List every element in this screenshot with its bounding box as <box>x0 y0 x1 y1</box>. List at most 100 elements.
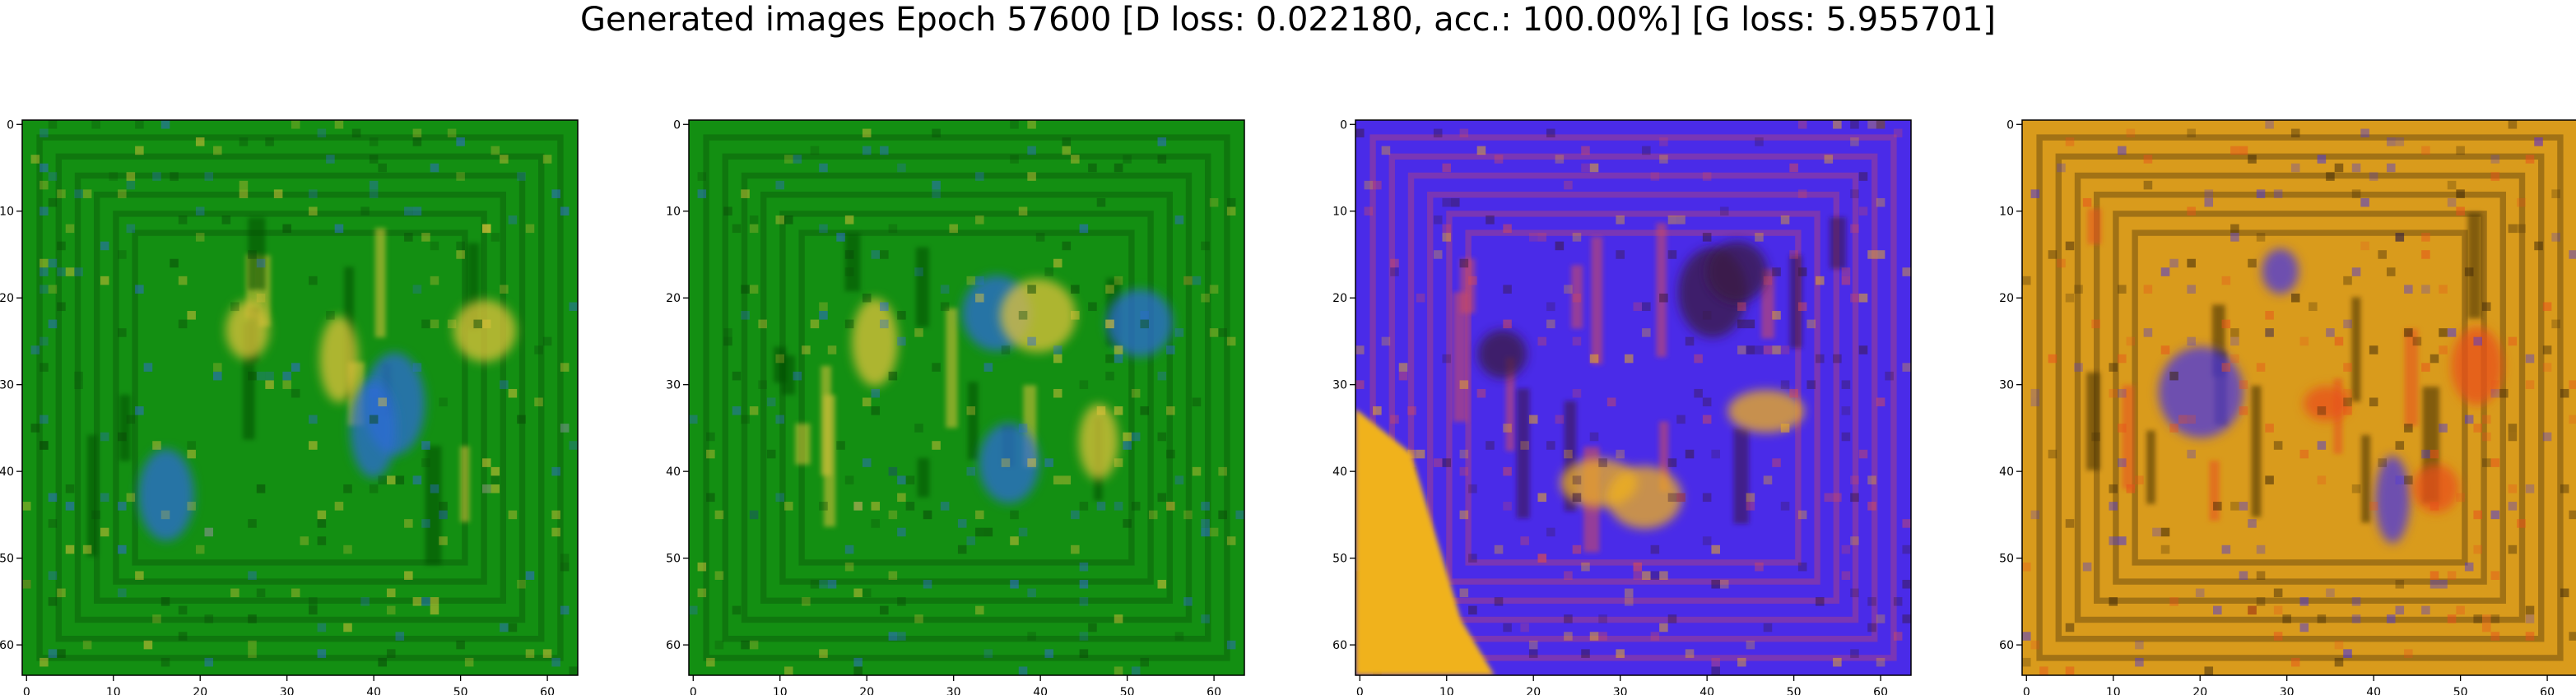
pixel-noise <box>248 649 257 658</box>
pixel-noise <box>1218 466 1227 476</box>
pixel-noise <box>2525 605 2535 615</box>
pixel-noise <box>2299 449 2309 459</box>
pixel-noise <box>1572 475 1582 484</box>
pixel-noise <box>862 293 872 303</box>
pixel-noise <box>2160 267 2170 276</box>
pixel-noise <box>447 128 457 138</box>
pixel-noise <box>1902 519 1911 528</box>
pixel-noise <box>1780 380 1790 389</box>
streak-artifact <box>967 382 979 460</box>
pixel-noise <box>2273 605 2283 615</box>
pixel-noise <box>256 293 266 303</box>
pixel-noise <box>2473 510 2482 520</box>
y-tick-label: 0 <box>7 118 14 132</box>
pixel-noise <box>2065 241 2075 251</box>
pixel-noise <box>1486 215 1495 225</box>
pixel-noise <box>57 241 66 251</box>
pixel-noise <box>749 640 759 650</box>
pixel-noise <box>2282 614 2291 623</box>
pixel-noise <box>706 657 715 667</box>
x-tick-label: 30 <box>1613 686 1628 695</box>
pixel-noise <box>966 466 976 476</box>
pixel-noise <box>1815 354 1825 364</box>
pixel-noise <box>456 250 465 259</box>
pixel-noise <box>2160 527 2170 537</box>
pixel-noise <box>1893 128 1903 138</box>
pixel-noise <box>2118 354 2127 364</box>
pixel-noise <box>160 657 170 667</box>
pixel-noise <box>2143 155 2153 164</box>
pixel-noise <box>1442 354 1452 364</box>
pixel-noise <box>560 605 570 615</box>
pixel-noise <box>456 172 465 181</box>
pixel-noise <box>766 397 776 407</box>
pixel-noise <box>1902 363 1911 372</box>
pixel-noise <box>1201 614 1210 623</box>
pixel-noise <box>204 172 214 181</box>
y-tick-label: 30 <box>0 379 14 392</box>
pixel-noise <box>2213 605 2222 615</box>
pixel-noise <box>1642 146 1651 155</box>
generated-image-1 <box>22 120 578 675</box>
pixel-noise <box>2395 233 2405 242</box>
pixel-noise <box>802 345 811 354</box>
streak-artifact <box>844 233 861 292</box>
pixel-noise <box>1010 120 1019 129</box>
blob-artifact <box>1607 466 1682 529</box>
pixel-noise <box>560 424 570 433</box>
frame-artifact <box>703 134 1230 661</box>
pixel-noise <box>1528 415 1538 424</box>
x-tick-label: 40 <box>1700 686 1714 695</box>
y-tick-label: 10 <box>1999 206 2014 219</box>
pixel-noise <box>30 155 40 164</box>
pixel-noise <box>1114 502 1123 511</box>
frame-artifact <box>2055 153 2545 642</box>
pixel-noise <box>1131 502 1141 511</box>
pixel-noise <box>395 475 405 484</box>
pixel-noise <box>551 527 560 537</box>
pixel-noise <box>126 224 136 234</box>
pixel-noise <box>2447 328 2457 337</box>
pixel-noise <box>491 475 500 484</box>
pixel-noise <box>1201 293 1210 303</box>
pixel-noise <box>1433 215 1443 225</box>
pixel-noise <box>2386 267 2396 276</box>
pixel-noise <box>1746 640 1755 650</box>
pixel-noise <box>1166 502 1175 511</box>
pixel-noise <box>256 484 266 493</box>
pixel-noise <box>100 493 109 503</box>
pixel-noise <box>897 163 906 173</box>
pixel-noise <box>2221 319 2231 329</box>
pixel-noise <box>1537 233 1547 242</box>
pixel-noise <box>439 502 448 511</box>
pixel-noise <box>404 206 413 216</box>
pixel-noise <box>82 544 92 554</box>
pixel-noise <box>2439 424 2448 433</box>
pixel-noise <box>1841 406 1851 415</box>
pixel-noise <box>1390 415 1399 424</box>
pixel-noise <box>1797 120 1807 129</box>
pixel-noise <box>317 536 327 545</box>
pixel-noise <box>1209 285 1219 294</box>
blob-artifact <box>2158 346 2244 438</box>
pixel-noise <box>871 519 881 528</box>
pixel-noise <box>1616 250 1625 259</box>
pixel-noise <box>819 579 828 589</box>
pixel-noise <box>326 155 335 164</box>
pixel-noise <box>880 605 889 615</box>
pixel-noise <box>534 345 543 354</box>
pixel-noise <box>1555 241 1565 251</box>
pixel-noise <box>30 345 40 354</box>
pixel-noise <box>500 155 509 164</box>
pixel-noise <box>732 605 742 615</box>
pixel-noise <box>100 276 109 285</box>
pixel-noise <box>1157 432 1167 442</box>
pixel-noise <box>2360 241 2369 251</box>
pixel-noise <box>2525 632 2535 641</box>
pixel-noise <box>187 449 196 459</box>
pixel-noise <box>1209 197 1219 207</box>
frame-artifact <box>94 192 506 604</box>
pixel-noise <box>2256 363 2266 372</box>
pixel-noise <box>1018 424 1028 433</box>
pixel-noise <box>957 519 967 528</box>
